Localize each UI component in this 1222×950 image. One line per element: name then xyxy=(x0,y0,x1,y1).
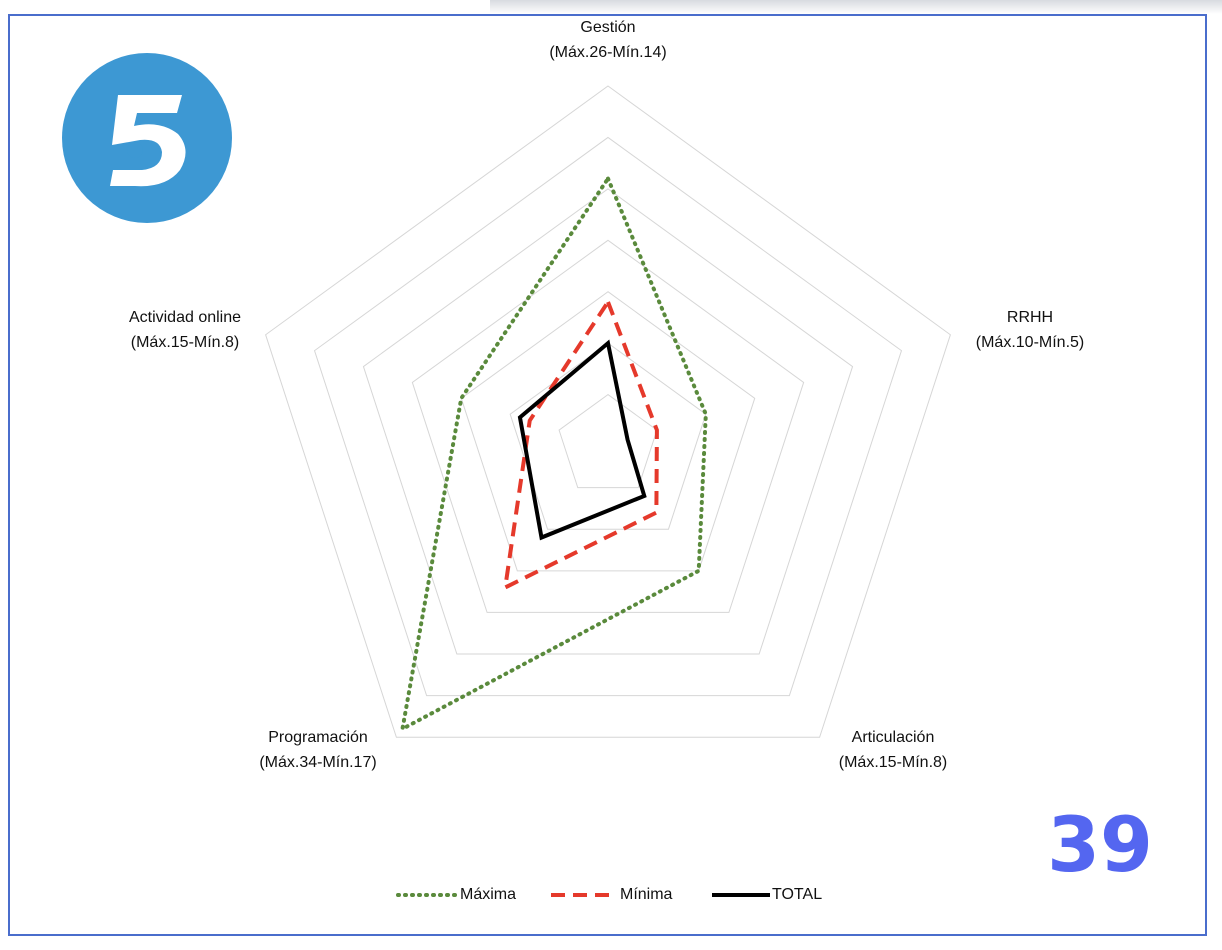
axis-range-label: (Máx.15-Mín.8) xyxy=(131,334,239,351)
axis-label: Actividad online xyxy=(129,309,241,326)
axis-range-label: (Máx.10-Mín.5) xyxy=(976,334,1084,351)
axis-label: Articulación xyxy=(852,729,935,746)
axis-range-label: (Máx.34-Mín.17) xyxy=(259,754,376,771)
shadow xyxy=(490,0,1222,14)
axis-range-label: (Máx.26-Mín.14) xyxy=(549,44,666,61)
logo xyxy=(62,53,232,223)
grid-ring xyxy=(411,239,805,613)
grid-ring xyxy=(558,393,658,489)
grid-ring xyxy=(460,291,756,572)
page-number: 39 xyxy=(1047,800,1153,889)
grid-ring xyxy=(509,342,707,530)
grid-ring xyxy=(362,188,854,655)
legend-label: TOTAL xyxy=(772,886,822,903)
legend-label: Mínima xyxy=(620,886,673,903)
legend-label: Máxima xyxy=(460,886,516,903)
axis-label: RRHH xyxy=(1007,309,1053,326)
axis-label: Gestión xyxy=(580,19,635,36)
grid-ring xyxy=(265,85,951,738)
axis-range-label: (Máx.15-Mín.8) xyxy=(839,754,947,771)
grid-ring xyxy=(313,136,903,697)
series-line xyxy=(517,339,647,541)
series-line xyxy=(502,297,659,591)
axis-label: Programación xyxy=(268,729,368,746)
series-line xyxy=(399,174,708,733)
